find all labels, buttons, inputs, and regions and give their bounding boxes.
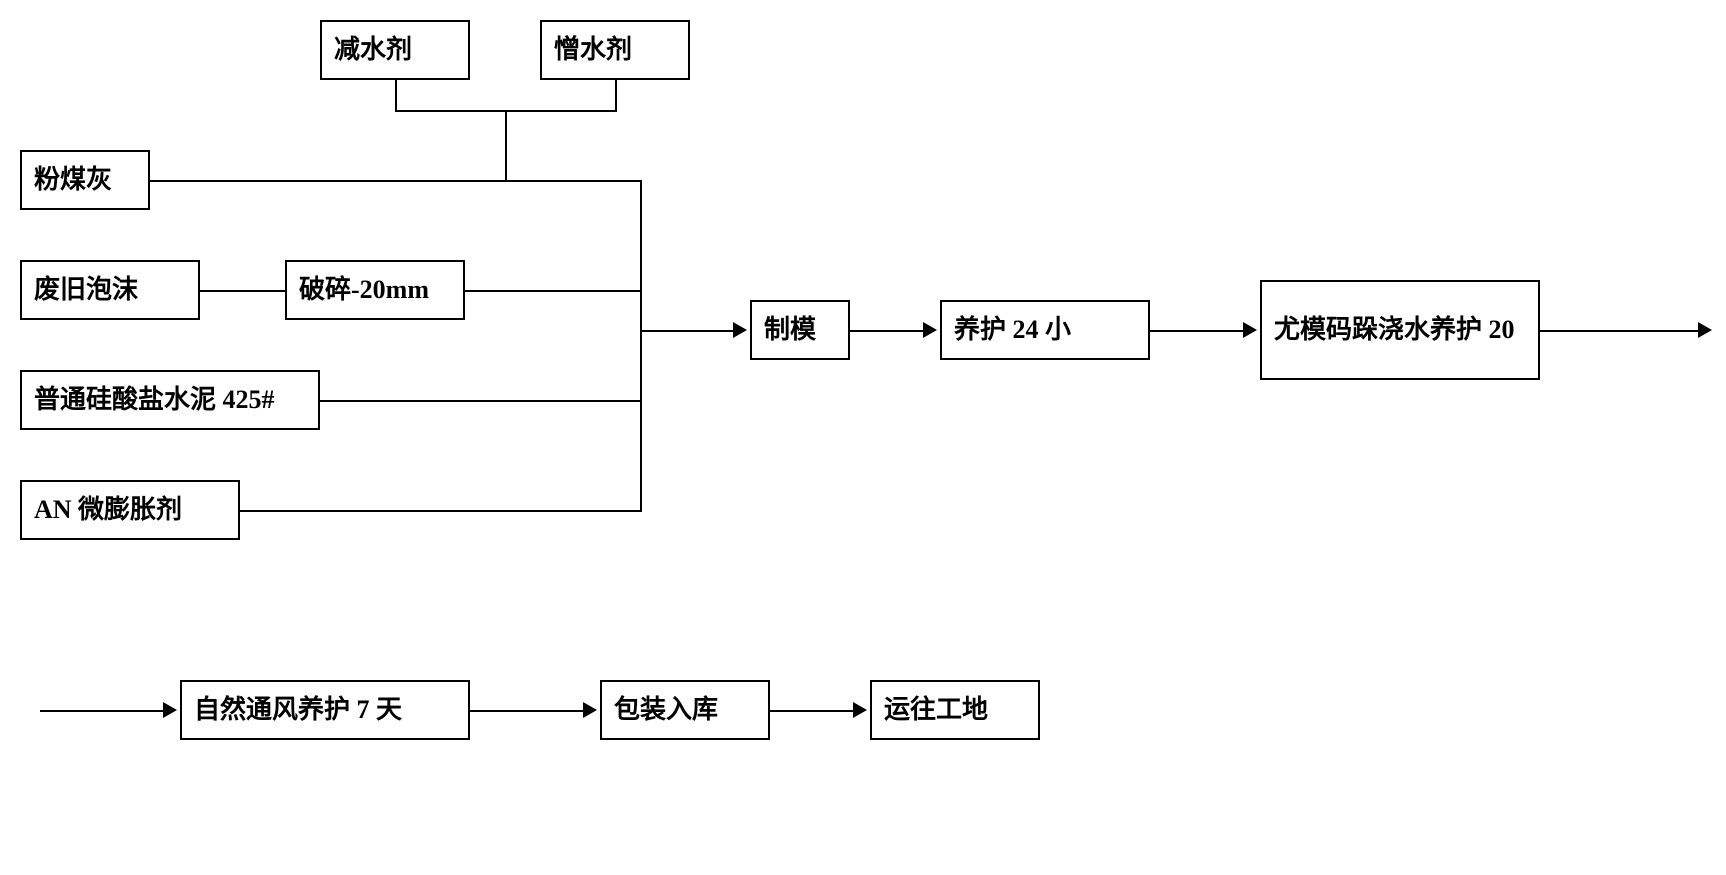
node-expansion: AN 微膨胀剂 — [20, 480, 240, 540]
node-waste-foam: 废旧泡沫 — [20, 260, 200, 320]
node-label: 运往工地 — [884, 692, 988, 728]
arrow-icon — [583, 702, 597, 718]
connector — [850, 330, 925, 332]
node-natural-curing: 自然通风养护 7 天 — [180, 680, 470, 740]
node-label: 自然通风养护 7 天 — [194, 692, 402, 728]
node-label: 减水剂 — [334, 32, 412, 68]
node-water-reducer: 减水剂 — [320, 20, 470, 80]
node-flyash: 粉煤灰 — [20, 150, 150, 210]
node-water-curing: 尤模码跺浇水养护 20 — [1260, 280, 1540, 380]
connector — [465, 290, 642, 292]
connector — [40, 710, 165, 712]
connector — [200, 290, 285, 292]
arrow-icon — [853, 702, 867, 718]
node-packaging: 包装入库 — [600, 680, 770, 740]
connector — [1540, 330, 1700, 332]
connector — [505, 110, 507, 180]
node-curing24: 养护 24 小 — [940, 300, 1150, 360]
node-label: 废旧泡沫 — [34, 272, 138, 308]
connector — [640, 330, 735, 332]
node-label: 普通硅酸盐水泥 425# — [34, 382, 275, 418]
node-crush: 破碎-20mm — [285, 260, 465, 320]
node-label: 包装入库 — [614, 692, 718, 728]
connector — [150, 180, 642, 182]
connector — [320, 400, 642, 402]
arrow-icon — [923, 322, 937, 338]
node-label: AN 微膨胀剂 — [34, 492, 182, 528]
connector — [1150, 330, 1245, 332]
node-label: 尤模码跺浇水养护 20 — [1274, 312, 1515, 348]
node-cement: 普通硅酸盐水泥 425# — [20, 370, 320, 430]
node-label: 破碎-20mm — [299, 272, 429, 308]
arrow-icon — [733, 322, 747, 338]
connector — [770, 710, 855, 712]
node-shipping: 运往工地 — [870, 680, 1040, 740]
connector — [615, 80, 617, 110]
node-label: 粉煤灰 — [34, 162, 112, 198]
node-molding: 制模 — [750, 300, 850, 360]
node-label: 养护 24 小 — [954, 312, 1071, 348]
connector — [395, 80, 397, 110]
arrow-icon — [163, 702, 177, 718]
arrow-icon — [1243, 322, 1257, 338]
connector — [470, 710, 585, 712]
arrow-icon — [1698, 322, 1712, 338]
bus-line — [640, 180, 642, 512]
node-label: 制模 — [764, 312, 816, 348]
node-hydrophobic: 憎水剂 — [540, 20, 690, 80]
connector — [240, 510, 642, 512]
node-label: 憎水剂 — [554, 32, 632, 68]
